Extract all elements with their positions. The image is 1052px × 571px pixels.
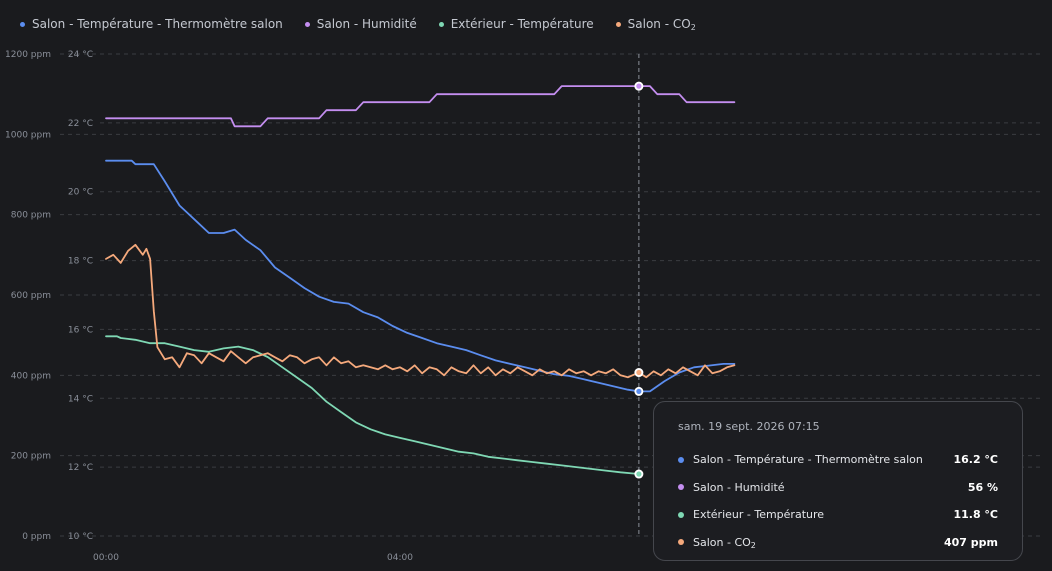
y-tick-label-ppm: 0 ppm (22, 532, 51, 542)
hover-marker-dot (636, 369, 642, 376)
legend-dot-icon (304, 21, 310, 27)
x-axis-labels: 00:00 04:00 (93, 553, 413, 563)
y-tick-label-ppm: 1000 ppm (5, 130, 51, 140)
y-tick-label-temp: 12 °C (68, 463, 93, 473)
y-tick-label-ppm: 200 ppm (11, 452, 51, 462)
x-tick-label: 04:00 (387, 553, 413, 563)
series-dot-icon (678, 511, 684, 518)
series-line-2 (105, 335, 640, 475)
tooltip-series-name: Extérieur - Température (693, 508, 825, 522)
series-line-1 (105, 85, 736, 128)
legend-item-salon-humidite[interactable]: Salon - Humidité (304, 17, 417, 31)
y-tick-label-ppm: 800 ppm (11, 211, 51, 221)
y-axis-labels: 0 ppm 200 ppm 400 ppm 600 ppm 800 ppm 1000 pp… (5, 50, 93, 542)
legend-dot-icon (438, 21, 444, 27)
tooltip-series-name: Salon - Température - Thermomètre salon (693, 453, 923, 467)
tooltip-series-name: Salon - CO2 (693, 535, 756, 550)
series-dot-icon (678, 484, 684, 491)
legend-label: Salon - CO2 (627, 17, 696, 32)
y-tick-label-ppm: 600 ppm (11, 291, 51, 301)
y-tick-label-temp: 20 °C (68, 188, 93, 198)
legend-label: Salon - Humidité (316, 17, 417, 31)
legend-dot-icon (615, 21, 621, 27)
tooltip-row-salon-co2: Salon - CO2 407 ppm (678, 529, 998, 557)
legend-dot-icon (20, 21, 25, 27)
tooltip-series-value: 407 ppm (943, 535, 998, 549)
series-dot-icon (678, 539, 684, 546)
legend-item-salon-co2[interactable]: Salon - CO2 (615, 17, 696, 32)
tooltip-series-value: 11.8 °C (953, 508, 998, 522)
series-line-0 (105, 159, 736, 393)
hover-marker-dot (636, 388, 642, 394)
series-line-3 (105, 243, 736, 379)
y-tick-label-temp: 24 °C (68, 50, 93, 60)
tooltip-series-name: Salon - Humidité (693, 480, 785, 494)
y-tick-label-temp: 16 °C (68, 325, 93, 335)
hover-marker-dot (636, 83, 642, 89)
chart-tooltip: sam. 19 sept. 2026 07:15 Salon - Tempéra… (653, 401, 1023, 561)
y-tick-label-temp: 14 °C (68, 394, 93, 404)
x-tick-label: 00:00 (93, 553, 119, 563)
y-tick-label-temp: 18 °C (68, 257, 93, 267)
tooltip-series-value: 56 % (967, 480, 998, 494)
legend-label: Salon - Température - Thermomètre salon (32, 17, 283, 31)
legend-item-exterieur-temperature[interactable]: Extérieur - Température (438, 17, 594, 31)
hover-markers (634, 81, 644, 479)
y-tick-label-temp: 10 °C (68, 532, 93, 542)
chart-legend: Salon - Température - Thermomètre salon … (20, 14, 696, 34)
y-tick-label-ppm: 1200 ppm (5, 50, 51, 60)
series-lines (105, 85, 736, 475)
legend-label: Extérieur - Température (450, 17, 594, 31)
tooltip-date: sam. 19 sept. 2026 07:15 (678, 420, 820, 433)
series-dot-icon (678, 456, 684, 463)
tooltip-row-salon-humidite: Salon - Humidité 56 % (678, 474, 998, 502)
hover-marker-dot (636, 471, 642, 477)
tooltip-row-salon-temperature: Salon - Température - Thermomètre salon … (678, 446, 998, 474)
tooltip-series-value: 16.2 °C (953, 453, 998, 467)
y-tick-label-temp: 22 °C (68, 119, 93, 129)
legend-item-salon-temperature[interactable]: Salon - Température - Thermomètre salon (20, 17, 283, 31)
y-tick-label-ppm: 400 ppm (11, 371, 51, 381)
grid-lines (60, 53, 1040, 537)
tooltip-row-exterieur-temperature: Extérieur - Température 11.8 °C (678, 501, 998, 529)
